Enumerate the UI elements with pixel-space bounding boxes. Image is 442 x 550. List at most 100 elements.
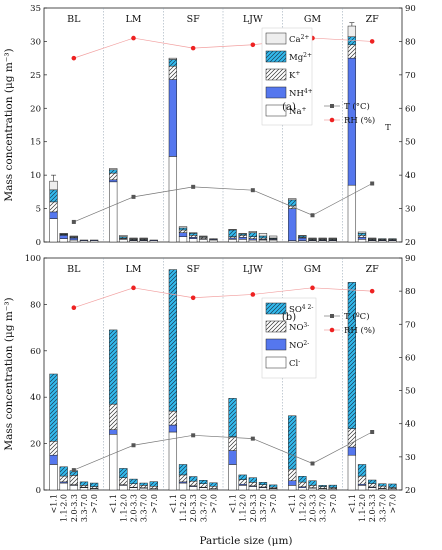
p0-y2-tick-label: 90 xyxy=(405,4,416,14)
p0-bar-sf-bin2-k xyxy=(178,229,188,233)
p0-bar-bl-bin1-k xyxy=(49,201,58,213)
p0-y-tick-label: 15 xyxy=(30,138,41,148)
p1-rh-point-bl xyxy=(71,305,77,311)
p1-legend-label-no2: NO2- xyxy=(289,340,309,352)
p1-bar-zf-bin3-cl xyxy=(368,487,377,491)
p1-y2-tick-label: 60 xyxy=(405,353,416,363)
p0-site-label-gm: GM xyxy=(304,14,322,25)
p1-rh-point-sf xyxy=(190,295,196,301)
p0-bar-ljw-bin2-k xyxy=(238,235,247,238)
p0-bar-ljw-bin1-na xyxy=(228,239,237,243)
p1-x-tick-label: 2.0-3.3 xyxy=(309,494,318,522)
p0-bar-sf-bin1-ca2 xyxy=(168,57,178,60)
p1-site-label-gm: GM xyxy=(304,264,322,275)
p0-y-tick-label: 20 xyxy=(30,104,41,114)
p0-bar-zf-bin4-mg2 xyxy=(378,238,387,240)
p1-legend-swatch-no3 xyxy=(265,320,287,333)
p1-y-axis-title: Mass concentration (μg m⁻³) xyxy=(3,297,15,450)
p1-bar-bl-bin4-so42 xyxy=(79,481,89,486)
p0-bar-zf-bin1-ca2 xyxy=(347,25,357,37)
p0-legend-swatch-nh4 xyxy=(265,86,287,99)
p1-bar-sf-bin1-no3 xyxy=(168,410,178,426)
p0-bar-ljw-bin4-mg2 xyxy=(258,235,268,239)
p1-bar-lm-bin1-so42 xyxy=(109,329,118,405)
p0-bar-zf-bin2-k xyxy=(357,235,367,238)
p1-bar-ljw-bin4-no3 xyxy=(258,484,268,488)
p0-bar-bl-bin2-nh4 xyxy=(59,235,68,239)
p0-rh-point-sf xyxy=(190,45,196,51)
p1-bar-bl-bin1-no3 xyxy=(49,441,58,456)
p1-y2-tick-label: 30 xyxy=(405,453,416,463)
p0-bar-bl-bin1-ca2 xyxy=(49,180,58,191)
p0-bar-sf-bin1-mg2 xyxy=(168,59,178,67)
p1-legend-rh-label: RH (%) xyxy=(344,325,375,336)
p1-bar-gm-bin3-no3 xyxy=(308,485,317,488)
p0-y2-tick-label: 60 xyxy=(405,104,416,114)
p0-bar-lm-bin1-mg2 xyxy=(109,169,118,174)
p1-legend-t-marker xyxy=(330,314,334,318)
p0-site-label-ljw: LJW xyxy=(243,14,263,25)
p1-bar-sf-bin1-no2 xyxy=(168,424,178,433)
p1-x-tick-label: >7.0 xyxy=(90,494,99,513)
p0-legend-t-label: T (°C) xyxy=(344,101,370,112)
p1-rh-point-zf xyxy=(369,288,375,294)
p1-bar-sf-bin3-no3 xyxy=(189,480,198,487)
p1-bar-gm-bin1-no3 xyxy=(288,468,297,481)
p0-bar-lm-bin3-ca2 xyxy=(129,237,138,239)
p0-y-tick-label: 25 xyxy=(30,71,41,81)
p1-bar-sf-bin2-no3 xyxy=(178,474,188,483)
p1-bar-gm-bin1-so42 xyxy=(288,415,297,470)
p1-site-label-sf: SF xyxy=(187,264,201,275)
p1-bar-ljw-bin1-no3 xyxy=(228,436,237,451)
p1-bar-sf-bin1-so42 xyxy=(168,269,178,412)
p1-x-tick-label: 1.1-2.0 xyxy=(358,494,367,522)
p0-bar-ljw-bin5-na xyxy=(268,239,278,243)
p0-bar-lm-bin1-nh4 xyxy=(109,179,118,183)
p1-legend-rh-marker xyxy=(329,327,335,333)
p0-bar-sf-bin2-ca2 xyxy=(178,226,188,229)
p1-bar-gm-bin1-cl xyxy=(288,485,297,491)
p1-bar-sf-bin3-so42 xyxy=(189,476,198,482)
p1-x-tick-label: 1.1-2.0 xyxy=(239,494,248,522)
p0-bar-sf-bin3-na xyxy=(189,238,198,243)
p1-rh-point-gm xyxy=(310,285,315,291)
p1-site-label-bl: BL xyxy=(67,264,81,275)
p1-bar-zf-bin4-no3 xyxy=(378,485,387,489)
p1-bar-zf-bin4-so42 xyxy=(378,483,387,487)
p0-bar-gm-bin5-ca2 xyxy=(328,237,337,239)
p0-y-axis-title: Mass concentration (μg m⁻³) xyxy=(3,48,15,201)
p1-bar-sf-bin4-cl xyxy=(199,487,208,491)
p1-x-tick-label: >7.0 xyxy=(388,494,397,513)
p1-y-tick-label: 80 xyxy=(30,300,41,310)
p1-bar-sf-bin4-no3 xyxy=(199,483,208,488)
p1-x-tick-label: 1.1-2.0 xyxy=(60,494,69,522)
p1-y-tick-label: 0 xyxy=(36,486,41,496)
p0-bar-ljw-bin2-nh4 xyxy=(238,237,247,240)
p0-legend-label-k: K+ xyxy=(289,70,300,82)
p0-bar-sf-bin1-na xyxy=(168,156,178,243)
p0-bar-zf-bin2-na xyxy=(357,239,367,243)
p1-x-tick-label: 1.1-2.0 xyxy=(179,494,188,522)
p1-bar-zf-bin3-no3 xyxy=(368,483,377,488)
p1-bar-gm-bin4-no3 xyxy=(318,486,327,489)
p0-bar-lm-bin2-ca2 xyxy=(119,235,128,237)
p0-bar-sf-bin5-k xyxy=(209,238,218,240)
p0-legend-label-na: Na+ xyxy=(289,106,307,118)
p0-rh-point-ljw xyxy=(250,42,256,48)
p1-bar-bl-bin1-cl xyxy=(49,464,58,491)
p0-legend-swatch-k xyxy=(265,68,287,81)
p1-bar-zf-bin1-so42 xyxy=(347,282,357,429)
p1-bar-lm-bin5-no3 xyxy=(149,486,158,489)
p0-y2-tick-label: 30 xyxy=(405,205,416,215)
p1-x-tick-label: 1.1-2.0 xyxy=(119,494,128,522)
p0-bar-bl-bin2-na xyxy=(59,238,68,243)
p1-bar-ljw-bin1-no2 xyxy=(228,450,237,465)
p1-bar-ljw-bin2-cl xyxy=(238,485,247,491)
p0-bar-gm-bin2-nh4 xyxy=(298,237,307,241)
p0-bar-sf-bin1-k xyxy=(168,65,178,80)
p0-y-tick-label: 30 xyxy=(30,37,41,47)
p1-bar-sf-bin3-cl xyxy=(189,486,198,491)
p1-legend-label-so42: SO4 2- xyxy=(289,304,313,316)
p1-y-tick-label: 20 xyxy=(30,440,41,450)
p0-bar-zf-bin3-ca2 xyxy=(368,237,377,239)
